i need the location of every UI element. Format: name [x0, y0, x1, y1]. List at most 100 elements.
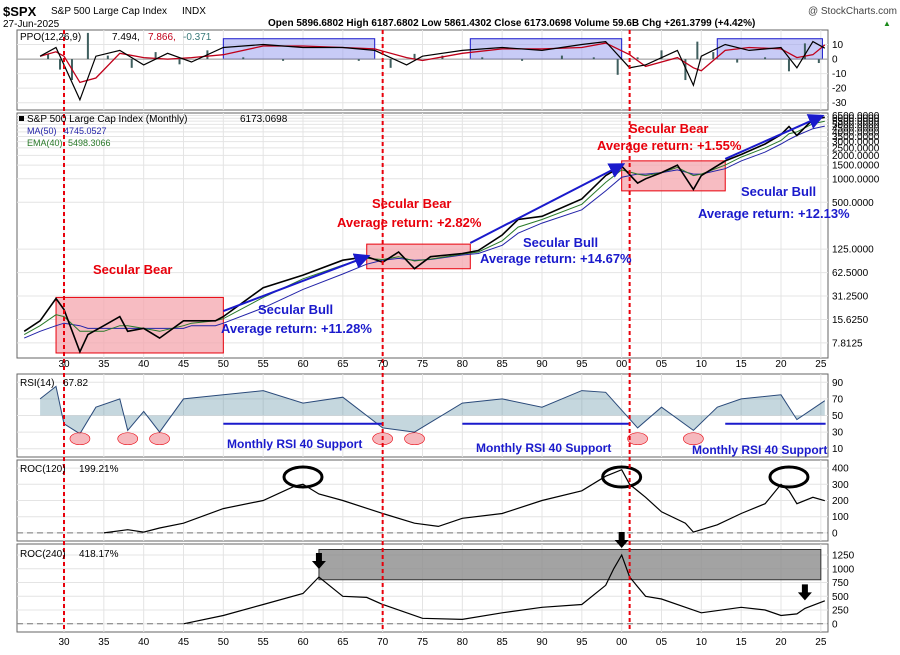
x-tick-label: 25: [815, 637, 827, 648]
x-tick-label: 30: [58, 637, 70, 648]
roc240-value: 418.17%: [79, 549, 119, 560]
ppo-histogram-bar: [413, 53, 416, 60]
y-tick-label: 4500.0000: [832, 123, 880, 134]
ppo-histogram-bar: [636, 57, 639, 60]
y-tick-label: 400: [832, 464, 849, 475]
bull2-return: Average return: +14.67%: [480, 251, 632, 266]
y-tick-label: 1000: [832, 564, 855, 575]
rsi-fill-area: [40, 386, 825, 434]
ppo-histogram-bar: [684, 59, 687, 81]
x-tick-label: 80: [457, 637, 469, 648]
roc120-title: ROC(120): [20, 464, 66, 475]
x-tick-label: 35: [98, 637, 110, 648]
y-tick-label: 500.0000: [832, 198, 874, 209]
x-tick-label: 20: [775, 637, 787, 648]
rsi-oversold-marker: [149, 432, 170, 446]
y-tick-label: 100: [832, 512, 849, 523]
ppo-histogram-bar: [389, 59, 392, 68]
x-tick-label: 95: [576, 637, 588, 648]
ppo-histogram-bar: [817, 59, 820, 64]
x-tick-label: 95: [576, 359, 588, 370]
x-tick-label: 30: [58, 359, 70, 370]
bear1-title: Secular Bear: [93, 262, 173, 277]
y-tick-label: 31.2500: [832, 292, 869, 303]
rsi-title: RSI(14): [20, 378, 54, 389]
ppo-histogram-bar: [106, 55, 109, 60]
y-tick-label: 3000.0000: [832, 137, 880, 148]
ppo-histogram-bar: [592, 57, 595, 60]
rsi-support-label-1: Monthly RSI 40 Support: [227, 437, 362, 451]
roc240-line: [183, 553, 826, 625]
bull2-title: Secular Bull: [523, 235, 598, 250]
ppo-histogram-bar: [736, 59, 739, 63]
down-arrow-icon: [614, 532, 629, 548]
secular-bear-box: [621, 160, 726, 192]
ppo-histogram-bar: [560, 55, 563, 60]
x-tick-label: 65: [337, 637, 349, 648]
y-tick-label: 1500.0000: [832, 161, 880, 172]
y-tick-label: -30: [832, 98, 847, 109]
x-tick-label: 90: [536, 359, 548, 370]
stats-label: Open 5896.6802 High 6187.6802 Low 5861.4…: [268, 18, 755, 29]
roc120-peak-circle: [282, 465, 324, 489]
ppo-histogram-bar: [282, 59, 285, 61]
secular-bull-arrow: [469, 163, 626, 244]
ppo-histogram-bar: [481, 57, 484, 60]
x-tick-label: 75: [417, 359, 429, 370]
ppo-histogram-bar: [47, 53, 50, 60]
symbol-label: $SPX: [3, 4, 37, 19]
ppo-histogram-bar: [86, 32, 89, 60]
y-tick-label: 6000.0000: [832, 114, 880, 125]
y-tick-label: 250: [832, 606, 849, 617]
watermark-label: @ StockCharts.com: [808, 6, 897, 17]
x-tick-label: 35: [98, 359, 110, 370]
y-tick-label: 30: [832, 428, 844, 439]
y-tick-label: 2500.0000: [832, 143, 880, 154]
x-tick-label: 50: [218, 637, 230, 648]
ppo-histogram-bar: [764, 57, 767, 60]
x-tick-label: 05: [656, 359, 668, 370]
roc240-gray-band: [318, 549, 822, 581]
y-tick-label: 62.5000: [832, 268, 869, 279]
ppo-histogram-bar: [154, 52, 157, 60]
legend-price-value: 6173.0698: [240, 114, 288, 125]
x-tick-label: 45: [178, 637, 190, 648]
rsi-oversold-marker: [117, 432, 139, 446]
x-tick-label: 75: [417, 637, 429, 648]
x-tick-label: 00: [616, 359, 628, 370]
x-tick-label: 40: [138, 359, 150, 370]
rsi-value: 67.82: [63, 378, 88, 389]
bear3-return: Average return: +1.55%: [597, 138, 742, 153]
x-tick-label: 90: [536, 637, 548, 648]
legend-ema40: EMA(40): [27, 138, 63, 148]
price-line: [23, 116, 825, 354]
y-tick-label: 0: [832, 528, 838, 539]
y-tick-label: 1250: [832, 551, 855, 562]
ppo-histogram-bar: [712, 52, 715, 60]
x-tick-label: 60: [297, 637, 309, 648]
bear3-title: Secular Bear: [629, 121, 709, 136]
x-tick-label: 20: [775, 359, 787, 370]
roc120-peak-circle: [601, 465, 643, 489]
rsi-oversold-marker: [627, 432, 648, 446]
x-tick-label: 10: [696, 637, 708, 648]
legend-ema40-value: 5498.3066: [68, 138, 111, 148]
ppo-histogram-bar: [242, 57, 245, 60]
rsi-oversold-marker: [683, 432, 704, 446]
roc240-title: ROC(240): [20, 549, 66, 560]
ppo-signal-line: [39, 42, 826, 84]
ppo-histogram-bar: [787, 59, 790, 72]
y-tick-label: 0: [832, 55, 838, 66]
bear2-title: Secular Bear: [372, 196, 452, 211]
down-arrow-icon: [797, 584, 812, 601]
x-tick-label: 65: [337, 359, 349, 370]
x-tick-label: 00: [616, 637, 628, 648]
secular-bull-arrow: [724, 114, 825, 160]
x-tick-label: 55: [258, 637, 270, 648]
y-tick-label: 7.8125: [832, 338, 863, 349]
roc120-peak-circle: [768, 465, 810, 489]
y-tick-label: 1000.0000: [832, 174, 880, 185]
legend-swatch-price: [19, 116, 24, 121]
legend-ma50: MA(50): [27, 126, 57, 136]
